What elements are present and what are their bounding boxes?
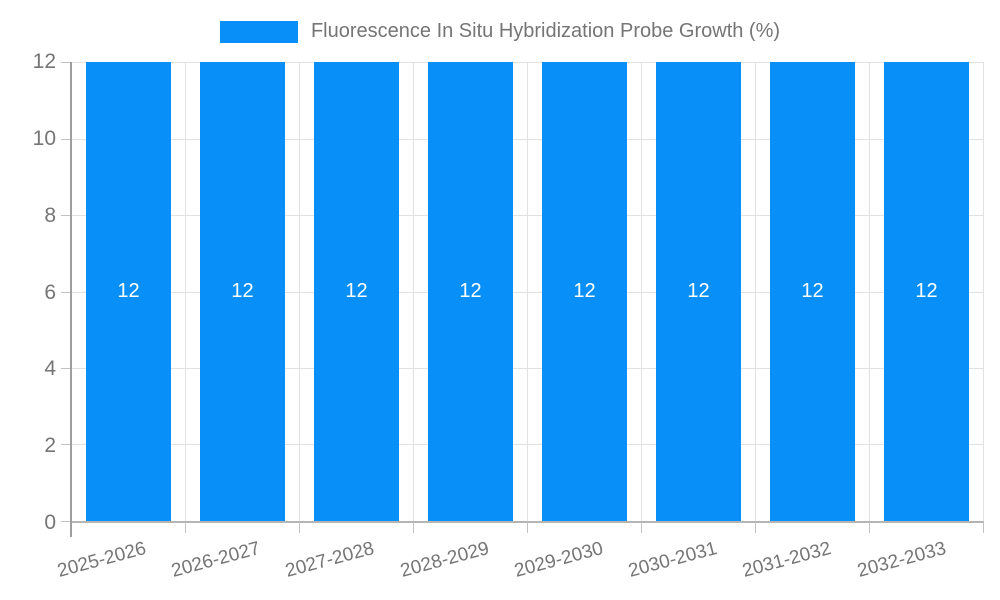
bar-2029-2030[interactable]: 12: [542, 62, 627, 521]
x-tick-mark: [413, 522, 414, 533]
bar-slot: 12: [528, 62, 642, 533]
x-tick-mark: [299, 522, 300, 533]
legend-label: Fluorescence In Situ Hybridization Probe…: [310, 20, 781, 42]
x-tick-label: 2032-2033: [855, 538, 949, 582]
x-tick-mark: [641, 522, 642, 533]
plot-area: 12 12 12 12 12: [61, 62, 984, 537]
gridline-horizontal: [72, 62, 984, 63]
bar-2028-2029[interactable]: 12: [428, 62, 513, 521]
x-tick-mark: [983, 522, 984, 533]
bar-value-label: 12: [573, 280, 596, 302]
gridline-horizontal: [72, 214, 984, 216]
gridline-horizontal: [72, 444, 984, 446]
bar-slot: 12: [870, 62, 984, 533]
x-tick-label: 2027-2028: [283, 538, 377, 582]
x-tick-label: 2030-2031: [626, 538, 720, 582]
bar-slot: 12: [756, 62, 870, 533]
bar-2031-2032[interactable]: 12: [770, 62, 855, 521]
bar-value-label: 12: [915, 280, 938, 302]
gridline-horizontal: [72, 368, 984, 369]
bar-slot: 12: [642, 62, 756, 533]
chart-legend[interactable]: Fluorescence In Situ Hybridization Probe…: [0, 20, 1000, 43]
y-tick-mark: [61, 62, 70, 63]
x-tick-mark: [185, 522, 186, 533]
y-tick-label: 10: [32, 126, 56, 150]
bar-slot: 12: [72, 62, 186, 533]
bar-value-label: 12: [231, 280, 254, 302]
legend-color-swatch: [219, 20, 298, 43]
x-tick-label: 2031-2032: [740, 538, 834, 582]
bar-value-label: 12: [687, 280, 710, 302]
x-tick-mark: [869, 522, 870, 533]
y-tick-label: 6: [44, 280, 56, 304]
gridline-horizontal: [72, 291, 984, 293]
y-tick-mark: [61, 521, 70, 522]
bar-value-label: 12: [345, 280, 368, 302]
bar-slot: 12: [186, 62, 300, 533]
y-tick-mark: [61, 368, 70, 369]
bar-value-label: 12: [459, 280, 482, 302]
x-tick-label: 2025-2026: [55, 538, 149, 582]
bar-slot: 12: [300, 62, 414, 533]
x-tick-mark: [70, 521, 72, 537]
bar-2027-2028[interactable]: 12: [314, 62, 399, 521]
y-tick-mark: [61, 214, 70, 216]
bar-value-label: 12: [117, 280, 140, 302]
x-tick-mark: [527, 522, 528, 533]
bar-slot: 12: [414, 62, 528, 533]
y-tick-label: 8: [44, 203, 56, 227]
bar-value-label: 12: [801, 280, 824, 302]
bar-2025-2026[interactable]: 12: [86, 62, 171, 521]
bar-2030-2031[interactable]: 12: [656, 62, 741, 521]
y-tick-label: 12: [32, 50, 56, 73]
y-tick-mark: [61, 444, 70, 446]
y-tick-mark: [61, 138, 70, 140]
bar-2032-2033[interactable]: 12: [884, 62, 969, 521]
bar-2026-2027[interactable]: 12: [200, 62, 285, 521]
y-tick-label: 0: [44, 511, 56, 534]
x-axis: 2025-2026 2026-2027 2027-2028 2028-2029 …: [55, 523, 984, 600]
y-axis: 12 10 8 6 4 2 0: [0, 50, 56, 534]
x-tick-label: 2026-2027: [169, 538, 263, 582]
gridline-horizontal: [72, 138, 984, 140]
y-tick-label: 2: [44, 434, 56, 458]
x-tick-mark: [755, 522, 756, 533]
y-tick-label: 4: [44, 357, 56, 381]
x-tick-label: 2029-2030: [512, 538, 606, 582]
x-tick-label: 2028-2029: [398, 538, 492, 582]
y-tick-mark: [61, 291, 70, 293]
